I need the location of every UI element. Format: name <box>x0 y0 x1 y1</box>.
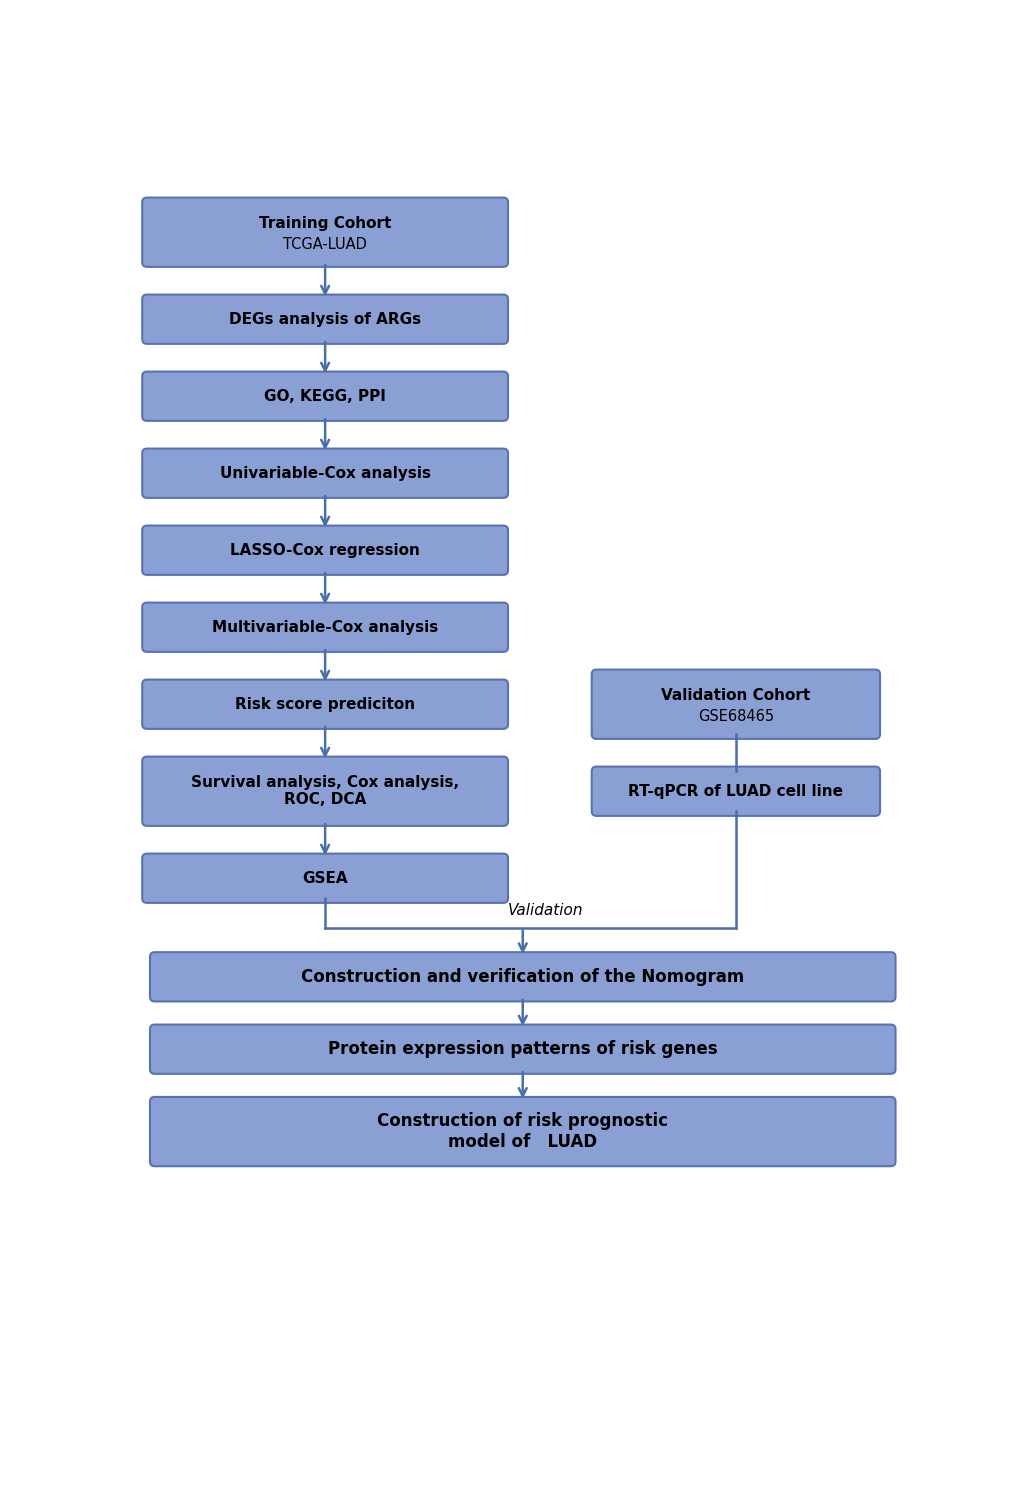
Text: LASSO-Cox regression: LASSO-Cox regression <box>230 542 420 557</box>
FancyBboxPatch shape <box>150 1024 895 1074</box>
FancyBboxPatch shape <box>142 449 507 498</box>
Text: Construction of risk prognostic
model of   LUAD: Construction of risk prognostic model of… <box>377 1112 667 1152</box>
FancyBboxPatch shape <box>142 372 507 421</box>
FancyBboxPatch shape <box>142 294 507 343</box>
FancyBboxPatch shape <box>142 526 507 575</box>
Text: Validation: Validation <box>507 903 583 918</box>
FancyBboxPatch shape <box>142 198 507 267</box>
Text: Training Cohort: Training Cohort <box>259 215 391 230</box>
Text: Construction and verification of the Nomogram: Construction and verification of the Nom… <box>301 967 744 985</box>
FancyBboxPatch shape <box>150 953 895 1002</box>
FancyBboxPatch shape <box>142 679 507 728</box>
Text: Risk score prediciton: Risk score prediciton <box>234 697 415 712</box>
FancyBboxPatch shape <box>591 767 879 816</box>
Text: Protein expression patterns of risk genes: Protein expression patterns of risk gene… <box>328 1040 716 1058</box>
Text: Multivariable-Cox analysis: Multivariable-Cox analysis <box>212 620 438 635</box>
Text: GSE68465: GSE68465 <box>697 709 773 724</box>
Text: GSEA: GSEA <box>302 871 347 886</box>
Text: Univariable-Cox analysis: Univariable-Cox analysis <box>219 465 430 481</box>
Text: RT-qPCR of LUAD cell line: RT-qPCR of LUAD cell line <box>628 783 843 799</box>
FancyBboxPatch shape <box>142 853 507 903</box>
Text: GO, KEGG, PPI: GO, KEGG, PPI <box>264 389 385 404</box>
Text: TCGA-LUAD: TCGA-LUAD <box>283 236 367 251</box>
FancyBboxPatch shape <box>150 1097 895 1167</box>
Text: Survival analysis, Cox analysis,
ROC, DCA: Survival analysis, Cox analysis, ROC, DC… <box>191 776 459 807</box>
FancyBboxPatch shape <box>142 603 507 652</box>
FancyBboxPatch shape <box>591 670 879 739</box>
FancyBboxPatch shape <box>142 756 507 826</box>
Text: DEGs analysis of ARGs: DEGs analysis of ARGs <box>229 312 421 327</box>
Text: Validation Cohort: Validation Cohort <box>660 688 810 703</box>
